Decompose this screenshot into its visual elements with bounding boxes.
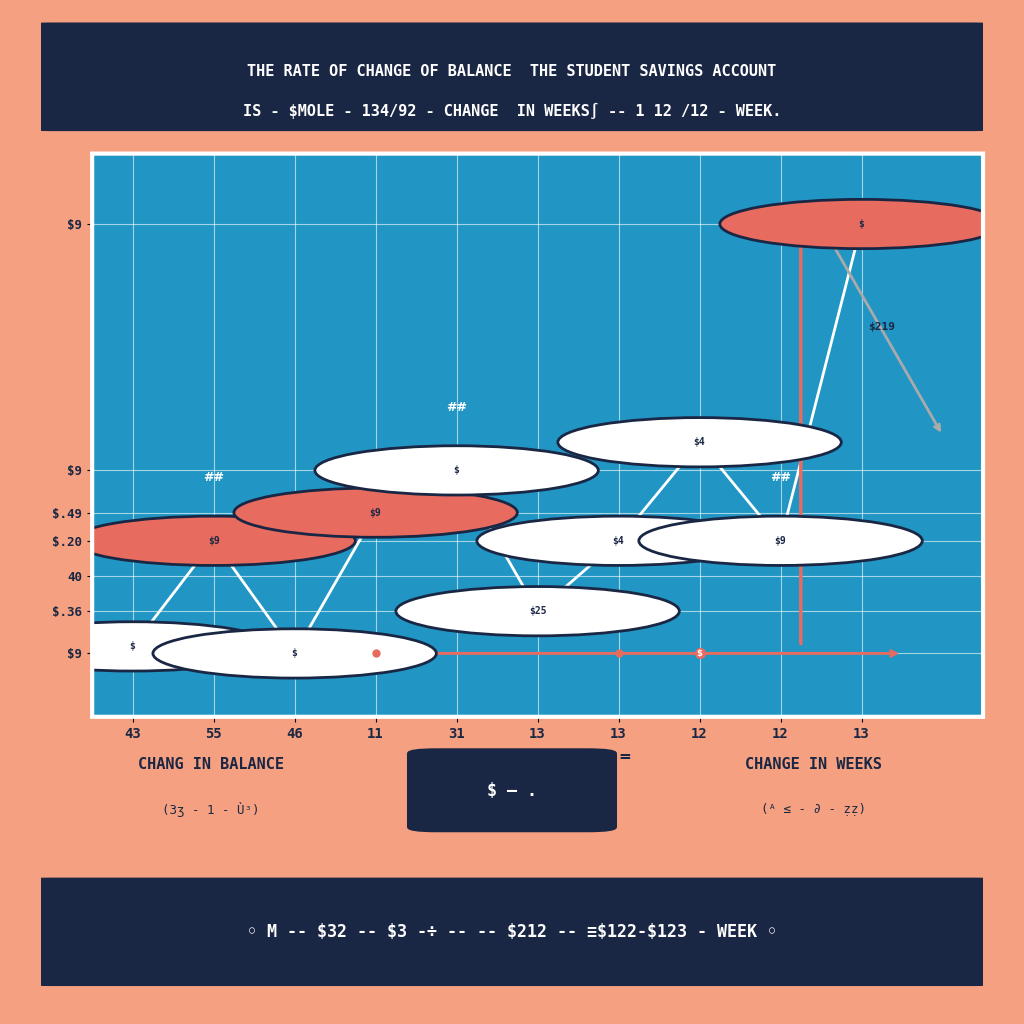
Circle shape xyxy=(0,622,274,671)
Text: $: $ xyxy=(292,648,298,658)
Circle shape xyxy=(396,587,679,636)
Text: $: $ xyxy=(696,649,702,658)
Text: (ᴬ ≤ - ∂ - ẓẓ): (ᴬ ≤ - ∂ - ẓẓ) xyxy=(761,803,866,816)
Text: $4: $4 xyxy=(612,536,625,546)
Circle shape xyxy=(720,200,1004,249)
Circle shape xyxy=(558,418,842,467)
Text: $: $ xyxy=(858,219,864,229)
Text: (3ʒ - 1 - Ùᶟ): (3ʒ - 1 - Ùᶟ) xyxy=(162,802,259,817)
Text: ##: ## xyxy=(446,401,467,414)
Text: =: = xyxy=(506,749,518,764)
Text: ##: ## xyxy=(203,471,224,484)
Text: $219: $219 xyxy=(868,322,895,332)
Text: $4: $4 xyxy=(693,437,706,447)
Text: =: = xyxy=(618,749,632,764)
Circle shape xyxy=(315,445,598,495)
Text: $25: $25 xyxy=(528,606,547,616)
Text: CHANGE IN WEEKS: CHANGE IN WEEKS xyxy=(745,757,882,772)
Text: CHANG IN BALANCE: CHANG IN BALANCE xyxy=(137,757,284,772)
FancyBboxPatch shape xyxy=(409,750,615,830)
Text: ◦ M -- $32 -- $3 -÷ -- -- $212 -- ≡$122-$123 - WEEK ◦: ◦ M -- $32 -- $3 -÷ -- -- $212 -- ≡$122-… xyxy=(247,923,777,941)
Text: $9: $9 xyxy=(208,536,219,546)
Text: THE RATE OF CHANGE OF BALANCE  THE STUDENT SAVINGS ACCOUNT: THE RATE OF CHANGE OF BALANCE THE STUDEN… xyxy=(248,63,776,79)
Text: $: $ xyxy=(130,641,135,651)
Text: ##: ## xyxy=(770,471,792,484)
Circle shape xyxy=(639,516,923,565)
Text: IS - $MOLE - 134/92 - CHANGE  IN WEEKS∫ -- 1 12 /12 - WEEK.: IS - $MOLE - 134/92 - CHANGE IN WEEKS∫ -… xyxy=(243,102,781,119)
FancyBboxPatch shape xyxy=(32,24,992,130)
Circle shape xyxy=(72,516,355,565)
Text: $ — .: $ — . xyxy=(487,782,537,800)
Text: $9: $9 xyxy=(775,536,786,546)
Text: $9: $9 xyxy=(370,508,382,518)
Text: $: $ xyxy=(454,465,460,475)
FancyBboxPatch shape xyxy=(23,879,1001,985)
Circle shape xyxy=(477,516,760,565)
Circle shape xyxy=(153,629,436,678)
Circle shape xyxy=(233,488,517,538)
